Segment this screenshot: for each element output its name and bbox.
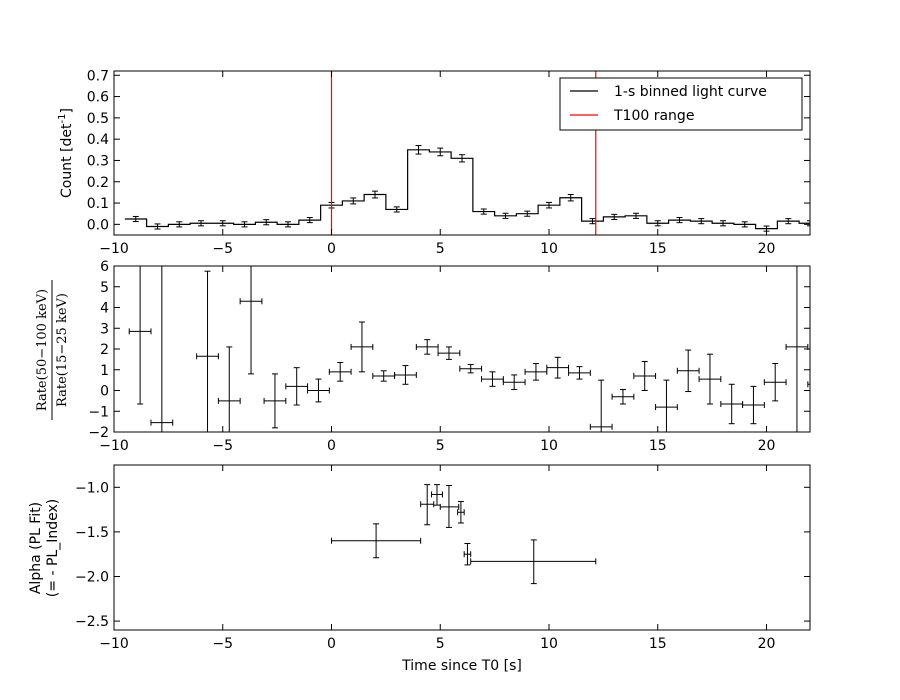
axes-frame-middle — [113, 265, 811, 433]
panel-alpha: −10 −5 0 5 10 15 20 −2.5 −2.0 −1.5 −1.0 Alpha (PL … — [28, 464, 811, 674]
top-x-tick-label: 10 — [540, 241, 558, 257]
bottom-x-tick-label: 5 — [436, 636, 445, 652]
bottom-x-tick-label: 20 — [758, 636, 776, 652]
middle-x-tick-label: 15 — [649, 438, 667, 454]
middle-x-tick-label: 20 — [758, 438, 776, 454]
top-x-tick-label: 20 — [758, 241, 776, 257]
middle-x-tick-label: −5 — [212, 438, 233, 454]
hardness-ratio-marks — [128, 266, 810, 432]
top-x-tick-label: −5 — [212, 241, 233, 257]
y-axis-label-bottom-line2: (= - PL_Index) — [45, 499, 61, 597]
x-axis-label: Time since T0 [s] — [401, 658, 522, 674]
ratio-numerator: Rate(50−100 keV) — [35, 289, 50, 411]
middle-y-tick-label: 3 — [100, 321, 109, 337]
middle-y-tick-label: 1 — [100, 363, 109, 379]
bottom-x-tick-label: 15 — [649, 636, 667, 652]
top-y-tick-label: 0.7 — [87, 68, 109, 84]
legend-label-light-curve: 1-s binned light curve — [614, 84, 767, 100]
middle-y-tick-label: 4 — [100, 301, 109, 317]
legend-box — [559, 77, 803, 131]
bottom-y-tick-label: −1.5 — [75, 525, 109, 541]
middle-y-tick-label: 6 — [100, 259, 109, 275]
top-x-tick-label: 5 — [436, 241, 445, 257]
top-x-tick-label: 15 — [649, 241, 667, 257]
axes-frame-top — [113, 70, 811, 236]
bottom-y-tick-label: −1.0 — [75, 480, 109, 496]
y-axis-label-top: Count [det-1] — [57, 108, 75, 198]
middle-y-tick-label: −1 — [88, 404, 109, 420]
axes-frame-bottom — [113, 464, 811, 631]
top-y-tick-label: 0.2 — [87, 175, 109, 191]
bottom-x-tick-label: −10 — [99, 636, 129, 652]
y-axis-label-middle: Rate(50−100 keV) Rate(15−25 keV) — [35, 280, 70, 420]
bottom-y-tick-label: −2.0 — [75, 569, 109, 585]
bottom-x-tick-label: −5 — [212, 636, 233, 652]
middle-x-tick-label: 5 — [436, 438, 445, 454]
top-y-tick-label: 0.1 — [87, 196, 109, 212]
top-y-tick-label: 0.3 — [87, 153, 109, 169]
bottom-x-tick-label: 10 — [540, 636, 558, 652]
legend: 1-s binned light curve T100 range — [559, 77, 803, 131]
top-y-tick-label: 0.5 — [87, 111, 109, 127]
ticks-top: −10 −5 0 5 10 15 20 0.0 0.1 0.2 0.3 0.4 0.5 0.6 0.7 — [87, 68, 810, 257]
middle-x-tick-label: −10 — [99, 438, 129, 454]
panel-light-curve: −10 −5 0 5 10 15 20 0.0 0.1 0.2 0.3 0.4 0.5 0.6 0.7 Co… — [57, 68, 811, 257]
light-curve-marks — [124, 71, 810, 235]
bottom-x-tick-label: 0 — [327, 636, 336, 652]
middle-x-tick-label: 10 — [540, 438, 558, 454]
legend-label-t100: T100 range — [613, 108, 694, 124]
alpha-marks — [331, 484, 597, 585]
middle-y-tick-label: 0 — [100, 384, 109, 400]
top-y-tick-label: 0.6 — [87, 90, 109, 106]
ratio-denominator: Rate(15−25 keV) — [55, 293, 70, 407]
y-axis-label-bottom-line1: Alpha (PL Fit) — [28, 502, 44, 594]
top-y-tick-label: 0.4 — [87, 132, 109, 148]
middle-x-tick-label: 0 — [327, 438, 336, 454]
bottom-y-tick-label: −2.5 — [75, 614, 109, 630]
top-x-tick-label: 0 — [327, 241, 336, 257]
top-x-tick-label: −10 — [99, 241, 129, 257]
middle-y-tick-label: −2 — [88, 425, 109, 441]
middle-y-tick-label: 2 — [100, 342, 109, 358]
light-curve-step-line — [124, 149, 810, 230]
ticks-bottom: −10 −5 0 5 10 15 20 −2.5 −2.0 −1.5 −1.0 — [75, 465, 810, 652]
middle-y-tick-label: 5 — [100, 280, 109, 296]
top-y-tick-label: 0.0 — [87, 217, 109, 233]
